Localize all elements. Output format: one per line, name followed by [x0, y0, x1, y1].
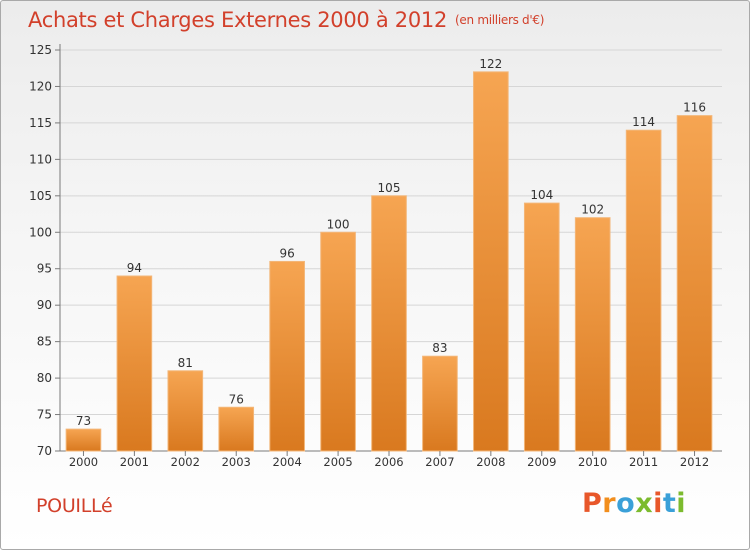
logo-letter: r	[602, 488, 617, 519]
y-tick-label: 125	[29, 43, 52, 57]
logo-letter: i	[676, 488, 687, 519]
y-tick-label: 110	[29, 152, 52, 166]
bar	[676, 115, 713, 452]
y-tick-label: 75	[37, 408, 52, 422]
data-label: 122	[479, 57, 502, 71]
y-tick-label: 85	[37, 335, 52, 349]
data-label: 105	[378, 181, 401, 195]
chart-title-text: Achats et Charges Externes 2000 à 2012	[28, 8, 448, 32]
logo-letter: x	[635, 488, 654, 519]
logo-letter: i	[653, 488, 663, 519]
logo-letter: P	[582, 488, 603, 519]
y-tick-label: 120	[29, 79, 52, 93]
y-tick-label: 80	[37, 371, 52, 385]
proxiti-logo[interactable]: Proxiti	[582, 488, 686, 519]
x-tick-label: 2002	[171, 455, 200, 469]
y-tick-label: 90	[37, 298, 52, 312]
bar	[320, 231, 356, 452]
bar	[218, 406, 255, 452]
bar	[422, 355, 458, 452]
bar	[523, 202, 560, 452]
bar	[371, 195, 407, 452]
y-tick-label: 70	[37, 444, 52, 458]
data-label: 102	[581, 203, 604, 217]
data-label: 116	[683, 101, 706, 115]
bar	[269, 260, 305, 452]
bar	[574, 217, 611, 452]
x-tick-label: 2000	[69, 455, 98, 469]
x-tick-label: 2011	[629, 455, 658, 469]
x-tick-label: 2007	[425, 455, 454, 469]
chart-title: Achats et Charges Externes 2000 à 2012 (e…	[28, 8, 544, 32]
bar	[65, 428, 102, 452]
y-tick-label: 95	[37, 262, 52, 276]
x-tick-label: 2012	[680, 455, 709, 469]
data-label: 104	[530, 188, 553, 202]
data-label: 94	[127, 261, 142, 275]
x-tick-label: 2003	[222, 455, 251, 469]
x-tick-label: 2006	[374, 455, 403, 469]
data-label: 73	[76, 414, 91, 428]
chart-subtitle: (en milliers d'€)	[455, 13, 545, 27]
commune-name: POUILLé	[36, 495, 113, 517]
data-label: 83	[432, 341, 447, 355]
logo-letter: t	[662, 488, 677, 519]
x-tick-label: 2005	[323, 455, 352, 469]
y-tick-label: 100	[29, 225, 52, 239]
x-tick-label: 2010	[578, 455, 607, 469]
y-tick-label: 115	[29, 116, 52, 130]
x-tick-label: 2009	[527, 455, 556, 469]
data-label: 96	[280, 246, 295, 260]
data-label: 100	[327, 217, 350, 231]
data-label: 76	[229, 392, 244, 406]
bar	[473, 71, 509, 452]
x-tick-label: 2008	[476, 455, 505, 469]
bar	[625, 129, 662, 452]
x-tick-label: 2004	[273, 455, 302, 469]
logo-letter: o	[616, 488, 636, 519]
data-label: 114	[632, 115, 655, 129]
data-label: 81	[178, 356, 193, 370]
x-tick-label: 2001	[120, 455, 149, 469]
y-tick-label: 105	[29, 189, 52, 203]
bar	[116, 275, 153, 452]
bar	[167, 370, 204, 452]
